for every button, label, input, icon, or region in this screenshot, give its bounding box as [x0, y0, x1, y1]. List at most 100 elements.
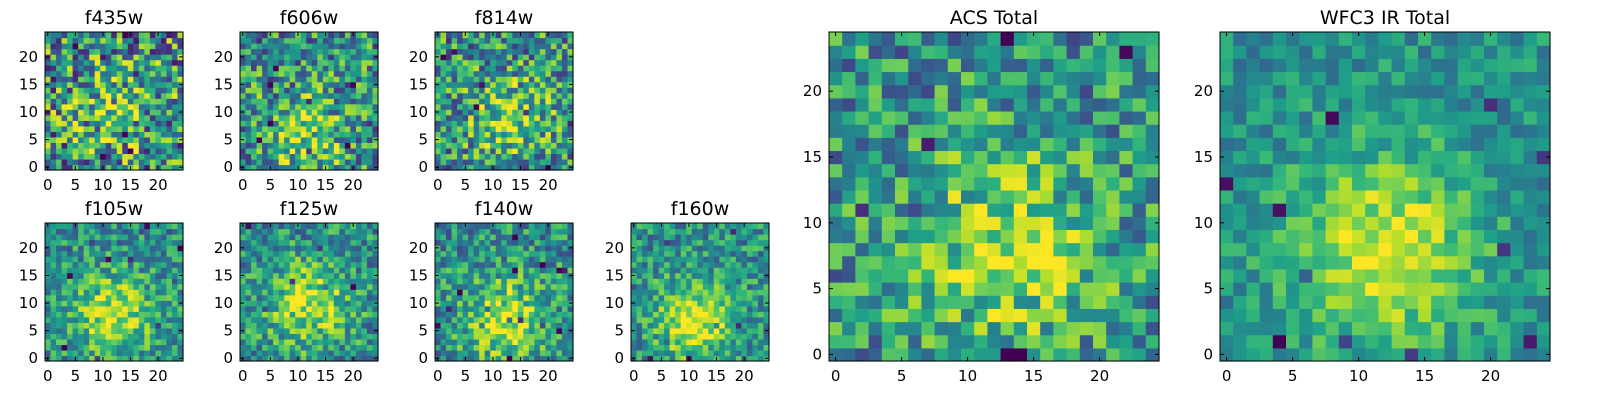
heatmap-cell — [550, 147, 558, 155]
heatmap-cell — [446, 294, 453, 301]
heatmap-cell — [501, 256, 508, 263]
heatmap-cell — [658, 316, 665, 323]
heatmap-cell — [642, 283, 649, 290]
heatmap-cell — [664, 272, 671, 279]
heatmap-cell — [50, 103, 57, 110]
heatmap-cell — [295, 333, 302, 340]
heatmap-cell — [245, 261, 252, 268]
heatmap-cell — [339, 223, 346, 230]
heatmap-cell — [855, 189, 870, 204]
heatmap-cell — [730, 261, 737, 268]
heatmap-cell — [61, 300, 68, 307]
heatmap-cell — [366, 142, 374, 149]
heatmap-cell — [127, 327, 134, 334]
heatmap-cell — [730, 267, 737, 274]
heatmap-cell — [462, 131, 469, 138]
heatmap-cell — [1053, 216, 1068, 230]
heatmap-cell — [166, 59, 173, 66]
heatmap-cell — [947, 242, 962, 257]
heatmap-cell — [333, 245, 340, 252]
heatmap-cell — [300, 142, 307, 149]
heatmap-cell — [1106, 308, 1120, 323]
heatmap-cell — [908, 334, 922, 349]
heatmap-cell — [344, 256, 351, 263]
heatmap-cell — [116, 256, 123, 263]
heatmap-cell — [311, 43, 318, 50]
heatmap-cell — [149, 92, 156, 99]
heatmap-cell — [149, 294, 156, 301]
heatmap-cell — [350, 120, 357, 127]
heatmap-cell — [658, 234, 665, 241]
heatmap-cell — [642, 261, 649, 268]
heatmap-cell — [735, 245, 742, 252]
heatmap-cell — [116, 142, 123, 149]
heatmap-cell — [105, 81, 112, 88]
heatmap-cell — [675, 223, 682, 230]
heatmap-cell — [484, 272, 491, 279]
heatmap-cell — [300, 109, 307, 116]
heatmap-cell — [339, 245, 346, 252]
heatmap-cell — [78, 48, 85, 55]
heatmap-cell — [245, 92, 252, 99]
heatmap-cell — [550, 316, 558, 323]
heatmap-cell — [122, 338, 129, 346]
heatmap-cell — [111, 125, 118, 132]
heatmap-cell — [144, 316, 151, 323]
heatmap-cell — [534, 37, 541, 44]
heatmap-cell — [462, 239, 469, 246]
heatmap-cell — [361, 311, 368, 318]
heatmap-cell — [908, 163, 922, 178]
heatmap-cell — [160, 158, 168, 166]
heatmap-cell — [440, 131, 447, 138]
heatmap-cell — [457, 158, 464, 166]
heatmap-cell — [669, 344, 676, 351]
heatmap-cell — [344, 54, 351, 61]
heatmap-cell — [256, 289, 263, 296]
heatmap-cell — [473, 37, 480, 44]
heatmap-cell — [45, 92, 52, 99]
heatmap-cell — [534, 32, 541, 39]
heatmap-cell — [495, 81, 502, 88]
heatmap-cell — [1000, 282, 1015, 296]
heatmap-cell — [111, 250, 118, 257]
heatmap-cell — [724, 239, 731, 246]
heatmap-cell — [642, 349, 649, 357]
heatmap-cell — [72, 261, 79, 268]
heatmap-cell — [961, 295, 975, 309]
heatmap-cell — [111, 349, 118, 357]
heatmap-cell — [451, 59, 458, 66]
heatmap-cell — [636, 261, 643, 268]
heatmap-cell — [83, 114, 90, 121]
heatmap-cell — [155, 54, 162, 61]
heatmap-cell — [333, 120, 340, 127]
heatmap-cell — [631, 250, 638, 257]
heatmap-cell — [144, 349, 151, 357]
heatmap-cell — [829, 189, 843, 204]
heatmap-cell — [273, 65, 280, 72]
heatmap-cell — [361, 59, 368, 66]
heatmap-cell — [763, 311, 770, 318]
heatmap-cell — [440, 37, 447, 44]
heatmap-cell — [251, 120, 258, 127]
heatmap-cell — [50, 136, 57, 143]
heatmap-cell — [457, 65, 464, 72]
heatmap-cell — [306, 250, 313, 257]
heatmap-cell — [1027, 347, 1041, 362]
heatmap-cell — [708, 234, 715, 241]
heatmap-cell — [495, 228, 502, 235]
heatmap-cell — [479, 37, 486, 44]
heatmap-cell — [56, 153, 63, 160]
heatmap-cell — [78, 311, 85, 318]
heatmap-cell — [457, 278, 464, 285]
heatmap-cell — [757, 223, 765, 230]
heatmap-cell — [473, 136, 480, 143]
heatmap-cell — [328, 344, 335, 351]
heatmap-cell — [240, 256, 247, 263]
heatmap-cell — [691, 300, 698, 307]
heatmap-cell — [61, 333, 68, 340]
heatmap-cell — [284, 239, 291, 246]
heatmap-cell — [934, 347, 949, 362]
heatmap-cell — [366, 103, 374, 110]
heatmap-cell — [528, 245, 535, 252]
heatmap-cell — [72, 65, 79, 72]
